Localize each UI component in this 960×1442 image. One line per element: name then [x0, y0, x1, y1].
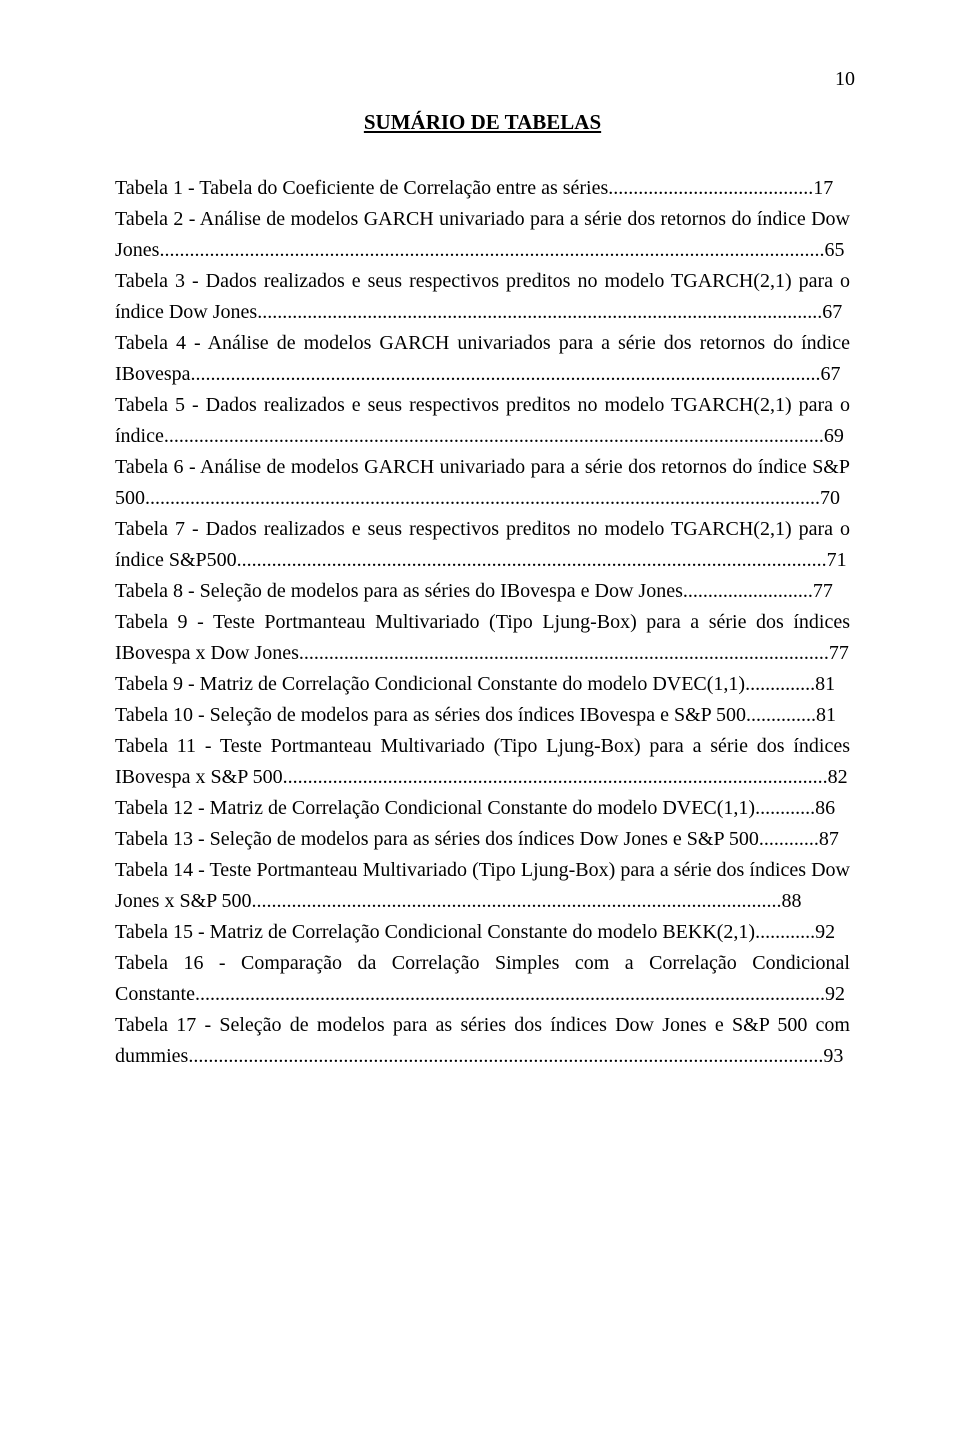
- toc-entry: Tabela 11 - Teste Portmanteau Multivaria…: [115, 731, 850, 793]
- toc-entry: Tabela 2 - Análise de modelos GARCH univ…: [115, 204, 850, 266]
- toc-entry: Tabela 17 - Seleção de modelos para as s…: [115, 1010, 850, 1072]
- toc-entry: Tabela 3 - Dados realizados e seus respe…: [115, 266, 850, 328]
- document-page: 10 SUMÁRIO DE TABELAS Tabela 1 - Tabela …: [0, 0, 960, 1442]
- toc-entry: Tabela 4 - Análise de modelos GARCH univ…: [115, 328, 850, 390]
- toc-entry: Tabela 5 - Dados realizados e seus respe…: [115, 390, 850, 452]
- toc-entry: Tabela 14 - Teste Portmanteau Multivaria…: [115, 855, 850, 917]
- page-title: SUMÁRIO DE TABELAS: [115, 110, 850, 135]
- toc-entry: Tabela 10 - Seleção de modelos para as s…: [115, 700, 850, 731]
- toc-entry: Tabela 12 - Matriz de Correlação Condici…: [115, 793, 850, 824]
- toc-entry: Tabela 1 - Tabela do Coeficiente de Corr…: [115, 173, 850, 204]
- toc-entry: Tabela 16 - Comparação da Correlação Sim…: [115, 948, 850, 1010]
- toc-entry: Tabela 13 - Seleção de modelos para as s…: [115, 824, 850, 855]
- toc-entry: Tabela 15 - Matriz de Correlação Condici…: [115, 917, 850, 948]
- toc-list: Tabela 1 - Tabela do Coeficiente de Corr…: [115, 173, 850, 1072]
- toc-entry: Tabela 8 - Seleção de modelos para as sé…: [115, 576, 850, 607]
- toc-entry: Tabela 9 - Matriz de Correlação Condicio…: [115, 669, 850, 700]
- toc-entry: Tabela 6 - Análise de modelos GARCH univ…: [115, 452, 850, 514]
- toc-entry: Tabela 9 - Teste Portmanteau Multivariad…: [115, 607, 850, 669]
- page-number: 10: [835, 68, 855, 91]
- toc-entry: Tabela 7 - Dados realizados e seus respe…: [115, 514, 850, 576]
